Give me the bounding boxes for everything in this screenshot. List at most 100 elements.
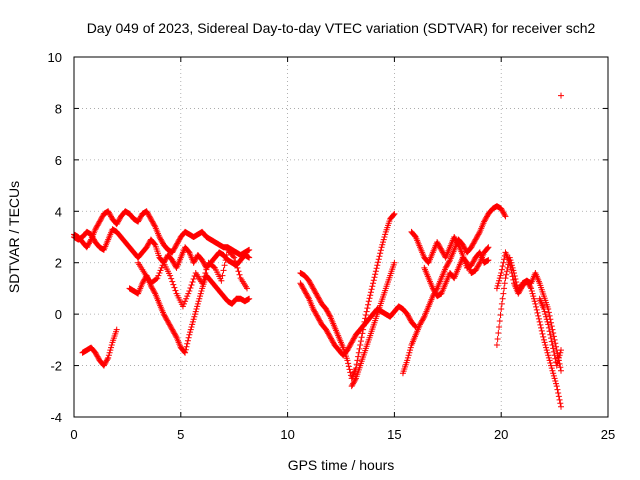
data-point [115, 218, 122, 225]
data-point [186, 288, 193, 294]
data-point [233, 261, 240, 268]
data-point [346, 366, 353, 373]
data-point [498, 207, 505, 213]
data-point [382, 231, 389, 238]
data-point [493, 285, 500, 292]
data-point [183, 343, 190, 350]
data-point [315, 294, 322, 301]
data-point [474, 232, 481, 239]
series-outlier [558, 92, 565, 99]
data-point [404, 312, 411, 319]
data-point [420, 315, 427, 321]
data-point [556, 396, 563, 403]
data-point [137, 214, 144, 221]
data-point [475, 231, 482, 238]
data-point [508, 270, 515, 276]
data-point [93, 223, 100, 230]
data-point [484, 245, 491, 252]
data-point [172, 333, 179, 339]
data-point [153, 276, 160, 282]
data-point [507, 263, 514, 270]
data-point [166, 321, 173, 328]
data-point [482, 216, 489, 222]
data-point [404, 354, 411, 361]
data-point [377, 250, 384, 257]
data-point [390, 211, 397, 218]
data-point [221, 262, 228, 269]
data-point [197, 293, 204, 300]
data-point [558, 347, 565, 354]
data-point [199, 258, 206, 265]
data-point [345, 345, 352, 352]
data-point [315, 295, 322, 302]
data-point [163, 316, 170, 323]
data-point [536, 318, 543, 325]
data-point [170, 329, 177, 336]
data-point [157, 267, 164, 274]
data-point [468, 244, 475, 251]
data-point [501, 212, 508, 219]
data-point [508, 266, 515, 273]
data-point [550, 348, 557, 355]
data-point [143, 244, 150, 251]
data-point [313, 291, 320, 298]
data-point [323, 326, 330, 333]
data-point [533, 306, 540, 313]
data-point [169, 257, 176, 264]
data-point [246, 246, 253, 253]
data-point [347, 342, 354, 348]
data-point [546, 312, 553, 319]
data-point [345, 363, 352, 370]
data-point [523, 277, 530, 284]
data-point [158, 264, 165, 271]
data-point [407, 347, 414, 354]
data-point [557, 400, 564, 407]
data-point [139, 280, 146, 287]
data-point [351, 378, 358, 384]
data-point [429, 285, 436, 292]
data-point [376, 253, 383, 260]
data-point [102, 360, 109, 366]
series-late-a [493, 254, 565, 374]
data-point [148, 217, 155, 224]
data-point [538, 324, 545, 331]
data-point [171, 245, 178, 252]
data-point [246, 295, 253, 302]
data-point [83, 244, 90, 251]
data-point [165, 320, 172, 327]
data-point [309, 284, 316, 291]
data-point [151, 289, 158, 296]
data-point [540, 333, 547, 340]
x-axis-label: GPS time / hours [288, 457, 395, 473]
data-point [451, 234, 458, 240]
data-point [554, 360, 561, 366]
data-point [190, 259, 197, 266]
data-point [169, 326, 176, 333]
chart-title: Day 049 of 2023, Sidereal Day-to-day VTE… [87, 20, 596, 36]
data-point [156, 270, 163, 276]
data-point [169, 327, 176, 334]
data-point [442, 264, 449, 271]
data-point [526, 282, 533, 289]
data-point [470, 240, 477, 247]
data-point [469, 259, 476, 266]
data-point [169, 248, 176, 255]
data-point [499, 295, 506, 302]
data-point [325, 311, 332, 318]
data-point [157, 236, 164, 243]
data-point [546, 328, 553, 335]
y-axis-label: SDTVAR / TECUs [6, 181, 22, 293]
data-point [101, 361, 108, 368]
data-point [306, 279, 313, 285]
data-point [473, 264, 480, 271]
data-point [406, 349, 413, 356]
data-point [310, 307, 317, 314]
data-point [550, 370, 557, 377]
data-point [162, 313, 169, 320]
data-point [194, 300, 201, 307]
data-point [541, 308, 548, 315]
y-tick-label: 6 [55, 153, 62, 168]
series-afternoon-b [297, 280, 419, 359]
data-point [438, 246, 445, 253]
data-point [184, 293, 191, 300]
